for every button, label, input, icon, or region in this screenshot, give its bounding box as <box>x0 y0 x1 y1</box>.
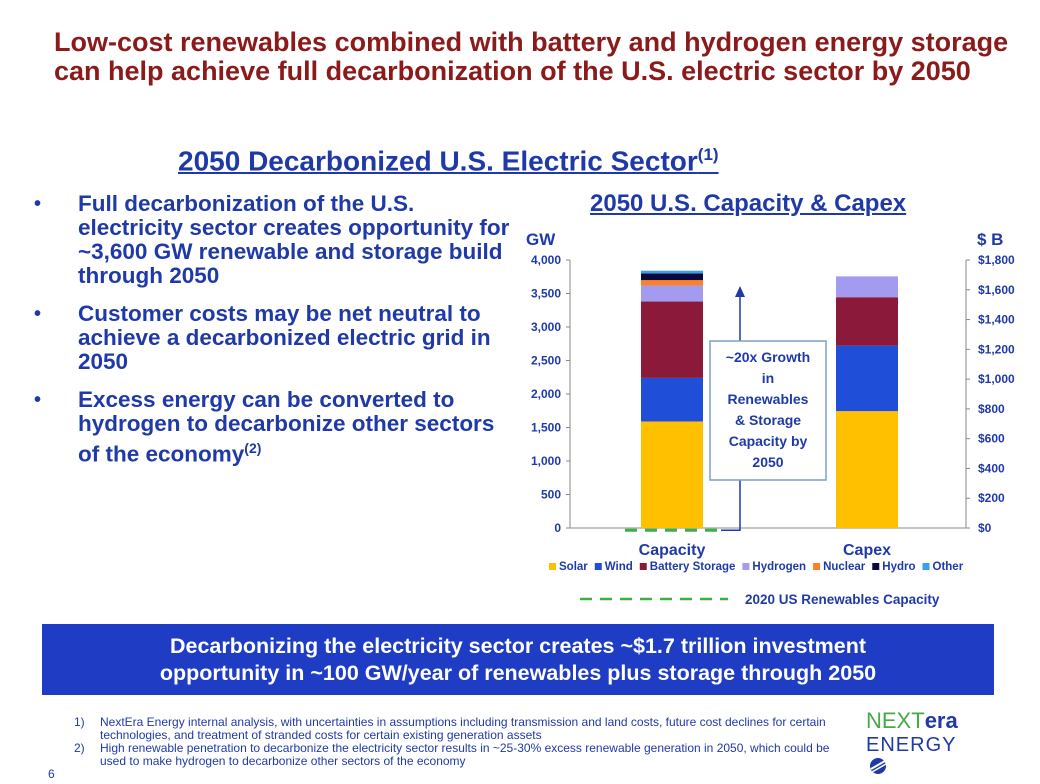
bar-segment-hydro <box>641 273 703 281</box>
bar-segment-wind <box>836 345 898 412</box>
footnote: 2) High renewable penetration to decarbon… <box>74 742 854 768</box>
bullet-icon: • <box>34 389 42 411</box>
left-tick-label: 1,500 <box>531 421 561 435</box>
left-tick-label: 3,000 <box>531 320 561 334</box>
subtitle-note: (1) <box>697 145 719 164</box>
right-tick-label: $400 <box>978 461 1005 475</box>
footnote-number: 1) <box>74 715 85 729</box>
legend-swatch <box>922 563 930 570</box>
page-number: 6 <box>48 767 55 781</box>
right-tick-label: $1,000 <box>978 372 1015 386</box>
legend-swatch <box>872 563 880 570</box>
left-tick-label: 500 <box>541 488 561 502</box>
bullet-icon: • <box>34 193 42 215</box>
subtitle-text: 2050 Decarbonized U.S. Electric Sector <box>178 145 698 177</box>
left-tick-label: 3,500 <box>531 287 561 301</box>
annotation-text: & Storage <box>735 412 801 428</box>
bar-segment-solar <box>836 411 898 528</box>
key-message-banner: Decarbonizing the electricity sector cre… <box>42 624 994 695</box>
left-tick-label: 4,000 <box>531 253 561 267</box>
legend-swatch <box>639 563 647 570</box>
x-tick-label: Capacity <box>639 542 706 559</box>
legend-swatch <box>549 563 556 570</box>
annotation-text: ~20x Growth <box>726 349 810 365</box>
reference-legend-label: 2020 US Renewables Capacity <box>745 592 940 607</box>
logo-era: era <box>924 708 958 733</box>
legend-label: Battery Storage <box>650 561 736 573</box>
banner-line-2: opportunity in ~100 GW/year of renewable… <box>159 660 877 685</box>
logo-swoosh-icon <box>870 758 887 774</box>
bar-segment-other <box>641 270 703 274</box>
slide-title: Low-cost renewables combined with batter… <box>54 27 1009 86</box>
annotation-text: Renewables <box>728 391 809 407</box>
bar-segment-nuclear <box>641 280 703 286</box>
bullet-icon: • <box>34 303 42 325</box>
logo-energy: ENERGY <box>866 734 957 756</box>
left-axis-label: GW <box>526 230 556 249</box>
bar-segment-hydrogen <box>641 285 703 302</box>
right-tick-label: $800 <box>978 402 1005 416</box>
bullet-item: • Full decarbonization of the U.S. electr… <box>30 192 510 288</box>
logo-wordmark-bottom: ENERGY <box>866 734 986 781</box>
bullet-note: (2) <box>244 440 262 456</box>
bar-segment-solar <box>641 421 703 528</box>
right-tick-label: $600 <box>978 432 1005 446</box>
left-tick-label: 2,500 <box>531 354 561 368</box>
growth-arrow-head-icon <box>735 286 745 297</box>
left-tick-label: 2,000 <box>531 387 561 401</box>
bullet-text: Excess energy can be converted to hydrog… <box>78 387 495 467</box>
footnote-text: NextEra Energy internal analysis, with u… <box>100 715 826 742</box>
bullet-item: • Customer costs may be net neutral to ac… <box>30 302 510 374</box>
right-tick-label: $1,600 <box>978 283 1015 297</box>
capacity-capex-chart: 0 500 1,000 1,500 2,000 2,500 3,000 3,500 4,000 $… <box>526 230 1015 607</box>
banner-line-1: Decarbonizing the electricity sector cre… <box>169 633 866 658</box>
legend-label: Hydrogen <box>752 561 806 573</box>
right-tick-label: $200 <box>978 491 1005 505</box>
legend-swatch <box>813 563 821 570</box>
legend-label: Wind <box>605 561 633 573</box>
bullet-item: • Excess energy can be converted to hydro… <box>30 388 510 467</box>
right-tick-label: $1,200 <box>978 342 1015 356</box>
slide-subtitle: 2050 Decarbonized U.S. Electric Sector(1… <box>178 145 719 177</box>
right-tick-label: $1,400 <box>978 313 1015 327</box>
bar-segment-wind <box>641 377 703 422</box>
bullet-text: Full decarbonization of the U.S. electri… <box>78 191 510 288</box>
bullet-list: • Full decarbonization of the U.S. electr… <box>30 192 510 481</box>
legend-swatch <box>594 563 602 570</box>
footnote-number: 2) <box>74 741 85 755</box>
legend-label: Other <box>933 561 964 573</box>
annotation-box <box>709 340 827 481</box>
footnotes: 1) NextEra Energy internal analysis, with… <box>74 716 854 768</box>
legend-label: Solar <box>559 561 588 573</box>
right-axis-label: $ B <box>977 230 1003 249</box>
footnote: 1) NextEra Energy internal analysis, with… <box>74 716 854 742</box>
logo-next: NEXT <box>866 708 925 733</box>
bar-segment-battery-storage <box>641 301 703 378</box>
right-tick-label: $1,800 <box>978 253 1015 267</box>
bar-segment-battery-storage <box>836 297 898 346</box>
footnote-text: High renewable penetration to decarboniz… <box>100 741 830 768</box>
bar-segment-hydrogen <box>836 276 898 298</box>
legend-swatch <box>742 563 750 570</box>
left-tick-label: 0 <box>554 521 561 535</box>
x-tick-label: Capex <box>843 542 891 559</box>
legend-label: Nuclear <box>823 561 866 573</box>
annotation-text: Capacity by <box>729 433 808 449</box>
logo-wordmark-top: NEXTera <box>866 708 986 734</box>
right-tick-label: $0 <box>978 521 992 535</box>
nextera-energy-logo: NEXTera ENERGY <box>866 708 986 774</box>
annotation-text: 2050 <box>752 454 783 470</box>
bullet-text: Customer costs may be net neutral to ach… <box>78 301 491 374</box>
legend-label: Hydro <box>882 561 915 573</box>
chart-title: 2050 U.S. Capacity & Capex <box>590 190 907 217</box>
annotation-text: in <box>762 370 774 386</box>
left-tick-label: 1,000 <box>531 454 561 468</box>
